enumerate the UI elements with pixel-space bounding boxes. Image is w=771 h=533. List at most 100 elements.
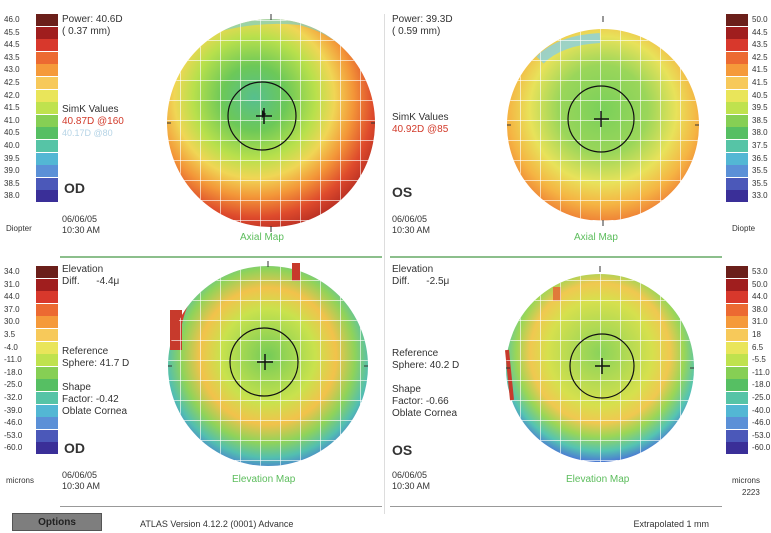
scale-label: 40.0 (4, 141, 20, 150)
version-text: ATLAS Version 4.12.2 (0001) Advance (140, 519, 294, 529)
scale-swatch (726, 442, 748, 455)
scale-label: 40.5 (752, 90, 768, 100)
od-axial-simk: SimK Values 40.87D @160 40.17D @80 (62, 104, 124, 140)
od-axial-power: Power: 40.6D ( 0.37 mm) (62, 14, 123, 38)
scale-label: 38.5 (4, 178, 20, 188)
scale-swatch (36, 366, 58, 379)
scale-label: 35.5 (752, 178, 768, 188)
scale-row: 18 (724, 329, 771, 341)
od-axial-map-label: Axial Map (240, 232, 284, 243)
od-axial-power-value: 40.6D (95, 14, 123, 25)
od-elevation-ref-label: Reference (62, 346, 109, 357)
scale-swatch (726, 152, 748, 165)
od-axial-eye: OD (64, 180, 85, 196)
scale-swatch (726, 14, 748, 26)
scale-swatch (726, 266, 748, 278)
od-axial-power-mm: ( 0.37 mm) (62, 26, 111, 37)
scale-label: 41.5 (752, 78, 768, 87)
scale-row: 31.0 (724, 316, 771, 329)
os-axial-eye: OS (392, 184, 413, 200)
od-elevation-oblate: Oblate Cornea (62, 406, 128, 417)
scale-row: 31.0 (0, 278, 58, 291)
scale-swatch (36, 39, 58, 52)
os-elevation-date: 06/06/05 (392, 470, 428, 480)
scale-label: 3.5 (4, 330, 16, 339)
scale-label: 44.0 (752, 292, 768, 302)
scale-row: -46.0 (724, 417, 771, 430)
scale-label: -60.0 (752, 443, 771, 453)
scale-label: 38.5 (752, 115, 768, 125)
scale-label: -32.0 (4, 393, 23, 402)
os-elevation-title: Elevation (392, 264, 434, 275)
od-elevation-diff-label: Diff. (62, 276, 80, 287)
scale-label: 39.0 (4, 166, 20, 176)
od-elevation-time: 10:30 AM (62, 481, 101, 491)
os-axial-map (507, 16, 699, 226)
scale-swatch (726, 114, 748, 127)
scale-label: 36.5 (752, 153, 768, 163)
scale-swatch (726, 26, 748, 39)
scale-swatch (36, 316, 58, 329)
os-axial-simk-value: 40.92D @85 (392, 124, 449, 135)
unit-label-od-elevation: microns (6, 476, 35, 485)
scale-swatch (36, 303, 58, 316)
scale-label: 39.5 (752, 103, 768, 113)
scale-label: 43.0 (4, 65, 20, 75)
od-axial-power-label: Power: (62, 14, 94, 25)
unit-label-os-axial: Diopte (732, 224, 756, 233)
scale-swatch (36, 291, 58, 304)
scale-label: -46.0 (752, 418, 771, 428)
od-elevation-factor: Factor: -0.42 (62, 394, 119, 405)
scale-swatch (36, 64, 58, 77)
scale-row: -40.0 (724, 404, 771, 417)
scale-swatch (726, 417, 748, 430)
scale-label: 44.0 (4, 292, 20, 302)
scale-row: -39.0 (0, 404, 58, 417)
scale-swatch (726, 177, 748, 190)
scale-label: -25.0 (752, 393, 771, 402)
scale-row: 42.5 (724, 51, 771, 64)
os-elevation-reference: Reference Sphere: 40.2 D Shape Factor: -… (392, 348, 459, 420)
od-elevation-date: 06/06/05 (62, 470, 98, 480)
scale-label: 39.5 (4, 153, 20, 163)
scale-swatch (36, 266, 58, 278)
od-axial-simk-faint: 40.17D @80 (62, 128, 113, 138)
scale-label: 34.0 (4, 267, 20, 276)
scale-swatch (36, 404, 58, 417)
extrapolated-status: Extrapolated 1 mm (633, 519, 709, 529)
scale-label: -11.0 (752, 367, 770, 377)
scale-label: 42.0 (4, 90, 20, 100)
od-axial-datetime: 06/06/05 10:30 AM (62, 214, 100, 236)
scale-label: -11.0 (4, 355, 22, 365)
scale-swatch (726, 341, 748, 354)
scale-row: 41.5 (724, 64, 771, 77)
os-elevation-sphere: Sphere: 40.2 D (392, 360, 460, 371)
scale-label: 45.5 (4, 27, 20, 37)
scale-row: 38.5 (724, 114, 771, 127)
scale-row: 40.5 (0, 127, 58, 140)
scale-label: -53.0 (752, 430, 771, 440)
od-elevation-reference: Reference Sphere: 41.7 D Shape Factor: -… (62, 346, 129, 418)
os-axial-simk-label: SimK Values (392, 112, 449, 123)
od-elevation-title: Elevation (62, 264, 104, 275)
scale-swatch (36, 341, 58, 354)
scale-row: 30.0 (0, 316, 58, 329)
scale-row: 43.5 (0, 51, 58, 64)
scale-label: -18.0 (4, 367, 23, 377)
os-axial-map-label: Axial Map (574, 232, 618, 243)
os-axial-power-value: 39.3D (425, 14, 453, 25)
scale-label: -39.0 (4, 405, 23, 415)
scale-swatch (726, 77, 748, 89)
os-elevation-info: Elevation Diff. -2.5μ (392, 264, 449, 288)
scale-row: 41.0 (0, 114, 58, 127)
scale-swatch (36, 89, 58, 102)
options-button[interactable]: Options (12, 513, 102, 531)
scale-swatch (36, 165, 58, 178)
scale-row: -11.0 (724, 366, 771, 379)
scale-label: 43.5 (752, 40, 768, 50)
scale-label: 38.0 (752, 304, 768, 314)
od-elevation-map-label: Elevation Map (232, 474, 296, 485)
scale-swatch (36, 77, 58, 89)
scale-label: 41.0 (4, 115, 20, 125)
